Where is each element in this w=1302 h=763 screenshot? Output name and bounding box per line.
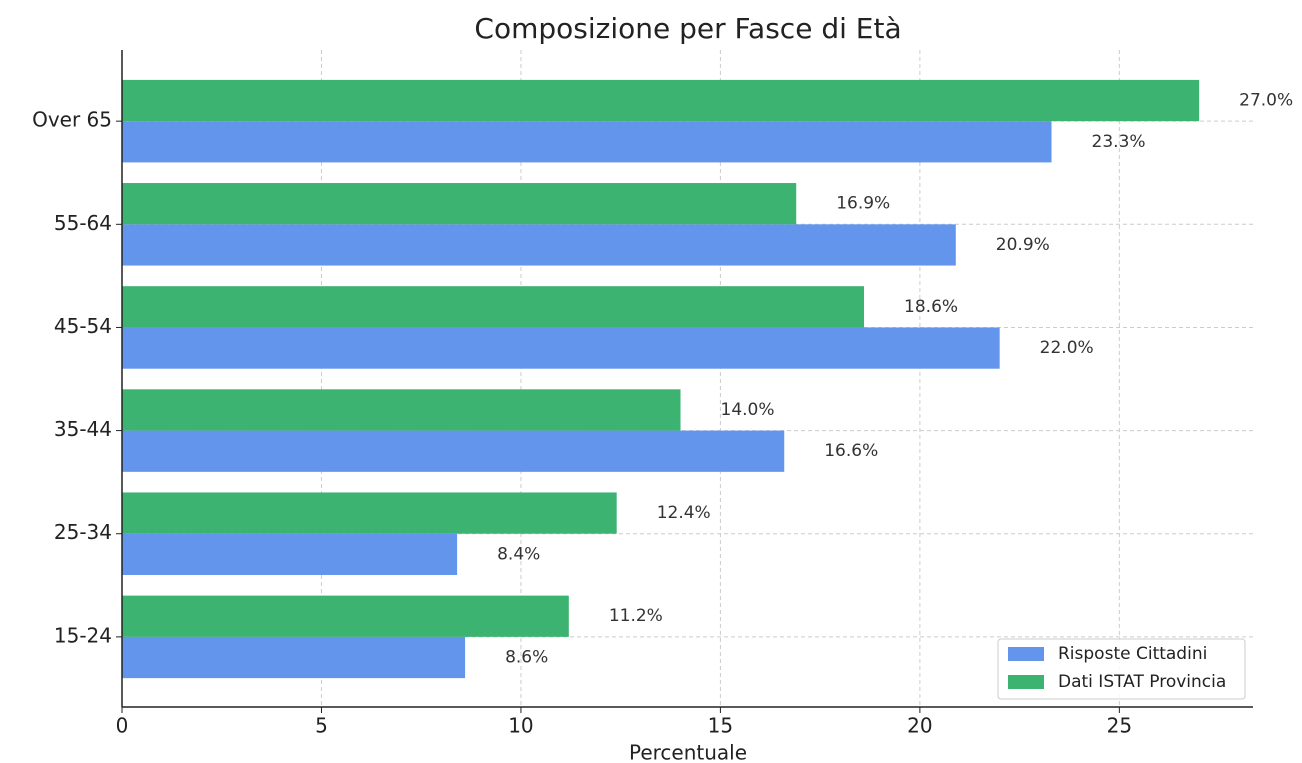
data-label: 20.9% — [996, 235, 1050, 255]
x-axis-label: Percentuale — [629, 741, 747, 763]
data-label: 12.4% — [657, 503, 711, 523]
x-tick-label: 20 — [907, 714, 932, 738]
legend-swatch — [1008, 647, 1044, 661]
x-tick-label: 10 — [508, 714, 533, 738]
y-tick-label: Over 65 — [32, 108, 112, 132]
bar — [122, 327, 1000, 369]
legend-swatch — [1008, 675, 1044, 689]
bar — [122, 389, 681, 431]
legend-label: Dati ISTAT Provincia — [1058, 672, 1226, 692]
y-tick-label: 25-34 — [54, 520, 112, 544]
bar — [122, 492, 617, 534]
data-label: 22.0% — [1040, 338, 1094, 358]
legend-label: Risposte Cittadini — [1058, 644, 1207, 664]
bar — [122, 286, 865, 328]
bar — [122, 121, 1052, 163]
x-tick-label: 25 — [1107, 714, 1132, 738]
data-label: 27.0% — [1239, 91, 1293, 111]
data-label: 18.6% — [904, 297, 958, 317]
data-label: 14.0% — [721, 400, 775, 420]
data-label: 8.6% — [505, 647, 548, 667]
legend-box — [997, 638, 1246, 700]
data-label: 23.3% — [1092, 132, 1146, 152]
bar — [122, 595, 569, 637]
y-tick-label: 45-54 — [54, 314, 112, 338]
data-label: 8.4% — [497, 544, 540, 564]
y-tick-label: 55-64 — [54, 211, 112, 235]
bar — [122, 430, 785, 472]
chart-title: Composizione per Fasce di Età — [474, 12, 901, 45]
x-tick-label: 15 — [708, 714, 733, 738]
x-tick-label: 5 — [315, 714, 328, 738]
bar — [122, 183, 797, 225]
bar — [122, 79, 1200, 122]
y-tick-label: 35-44 — [54, 417, 112, 441]
bar — [122, 636, 466, 679]
data-label: 16.9% — [836, 194, 890, 214]
data-label: 11.2% — [609, 606, 663, 626]
y-tick-label: 15-24 — [54, 623, 112, 647]
legend: Risposte Cittadini Dati ISTAT Provincia — [997, 638, 1246, 700]
bar — [122, 533, 458, 575]
bar — [122, 224, 956, 266]
data-label: 16.6% — [824, 441, 878, 461]
x-tick-label: 0 — [116, 714, 129, 738]
